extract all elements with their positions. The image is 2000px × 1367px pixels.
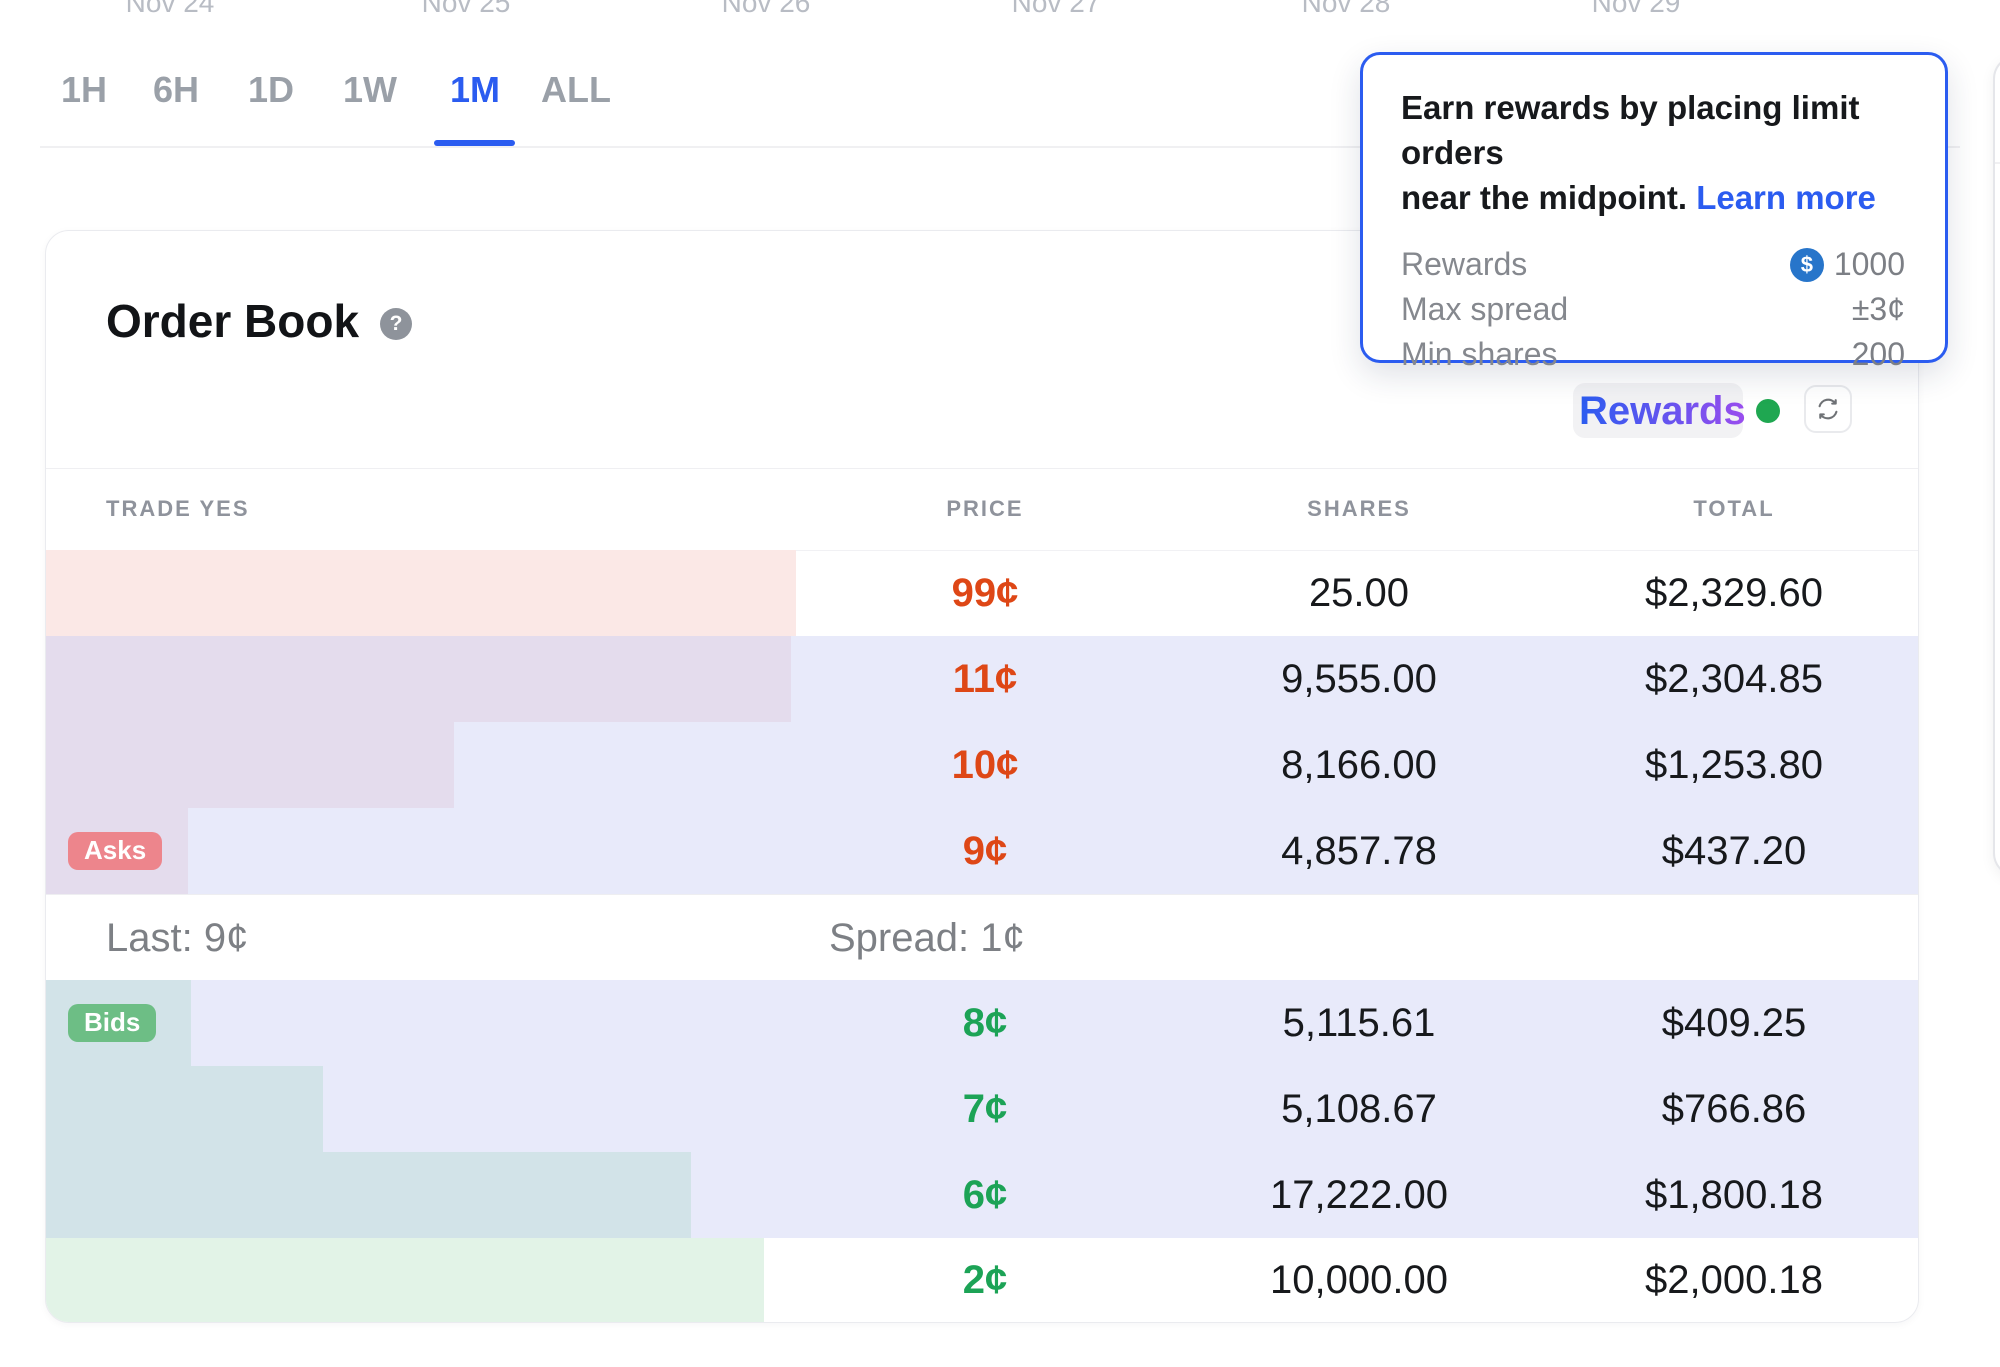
tooltip-title-line2: near the midpoint. xyxy=(1401,179,1688,216)
learn-more-link[interactable]: Learn more xyxy=(1696,179,1876,216)
column-header-shares: SHARES xyxy=(1307,496,1411,521)
tooltip-max-spread-row: Max spread ±3¢ xyxy=(1401,287,1905,332)
axis-date-label: Nov 26 xyxy=(721,0,811,18)
column-header-price: PRICE xyxy=(946,496,1024,521)
min-shares-value: 200 xyxy=(1851,336,1905,372)
ask-row[interactable]: 10¢ 8,166.00 $1,253.80 xyxy=(46,722,1918,808)
ask-row-best[interactable]: Asks 9¢ 4,857.78 $437.20 xyxy=(46,808,1918,894)
ask-shares: 8,166.00 xyxy=(1281,743,1437,787)
selected-range-underline xyxy=(434,140,515,146)
max-spread-label: Max spread xyxy=(1401,291,1569,327)
bid-row[interactable]: 6¢ 17,222.00 $1,800.18 xyxy=(46,1152,1918,1238)
bid-row-best[interactable]: Bids 8¢ 5,115.61 $409.25 xyxy=(46,980,1918,1066)
bid-total: $409.25 xyxy=(1661,1001,1807,1045)
trade-panel-edge xyxy=(1993,55,2000,877)
usdc-coin-icon: $ xyxy=(1789,247,1824,282)
time-range-all[interactable]: ALL xyxy=(538,64,614,116)
order-book-title: Order Book xyxy=(106,295,360,347)
time-range-1d[interactable]: 1D xyxy=(239,64,303,116)
bid-shares: 17,222.00 xyxy=(1270,1173,1448,1217)
rewards-value: $ 1000 xyxy=(1789,246,1905,283)
ask-price: 99¢ xyxy=(951,571,1019,615)
bid-total: $2,000.18 xyxy=(1645,1258,1823,1302)
order-book-card: Order Book ? Trade Yes Trade No Rewards … xyxy=(45,230,1919,1323)
time-range-1h[interactable]: 1H xyxy=(52,64,116,116)
column-header-total: TOTAL xyxy=(1693,496,1775,521)
refresh-button[interactable] xyxy=(1804,385,1852,433)
bid-shares: 10,000.00 xyxy=(1270,1258,1448,1302)
bid-price: 6¢ xyxy=(962,1173,1008,1217)
ask-price: 9¢ xyxy=(962,829,1008,873)
last-price-label: Last: 9¢ xyxy=(106,916,249,960)
ask-depth-bar xyxy=(46,636,791,722)
rewards-tooltip: Earn rewards by placing limit orders nea… xyxy=(1360,52,1948,372)
bid-shares: 5,115.61 xyxy=(1282,1001,1436,1045)
axis-date-label: Nov 25 xyxy=(421,0,511,18)
tooltip-detail-rows: Rewards $ 1000 Max spread ±3¢ Min shares… xyxy=(1401,242,1905,377)
bids-badge: Bids xyxy=(68,1004,157,1042)
tooltip-title: Earn rewards by placing limit orders nea… xyxy=(1401,85,1905,220)
bid-shares: 5,108.67 xyxy=(1281,1087,1437,1131)
trade-panel-divider xyxy=(1995,162,2000,164)
ask-price: 10¢ xyxy=(951,743,1019,787)
bid-depth-bar xyxy=(46,1066,323,1152)
rewards-amount: 1000 xyxy=(1833,246,1905,282)
bid-row[interactable]: 7¢ 5,108.67 $766.86 xyxy=(46,1066,1918,1152)
ask-total: $2,329.60 xyxy=(1645,571,1823,615)
ask-shares: 25.00 xyxy=(1308,571,1410,615)
ask-total: $2,304.85 xyxy=(1645,657,1823,701)
card-header-divider xyxy=(46,468,1918,469)
time-range-1m-selected[interactable]: 1M xyxy=(443,64,507,116)
bid-price: 7¢ xyxy=(962,1087,1008,1131)
bid-depth-bar xyxy=(46,1238,764,1322)
bid-price: 8¢ xyxy=(962,1001,1008,1045)
time-range-1w[interactable]: 1W xyxy=(333,64,407,116)
ask-total: $1,253.80 xyxy=(1645,743,1823,787)
spread-label: Spread: 1¢ xyxy=(829,916,1025,960)
min-shares-label: Min shares xyxy=(1401,336,1558,372)
column-header-side: TRADE YES xyxy=(106,496,250,521)
bid-row[interactable]: 2¢ 10,000.00 $2,000.18 xyxy=(46,1238,1918,1322)
bid-depth-bar xyxy=(46,1152,691,1238)
max-spread-value: ±3¢ xyxy=(1851,291,1905,327)
last-spread-row: Last: 9¢ Spread: 1¢ xyxy=(46,894,1918,982)
ask-shares: 4,857.78 xyxy=(1281,829,1437,873)
rewards-button[interactable]: Rewards xyxy=(1573,383,1746,438)
tooltip-min-shares-row: Min shares 200 xyxy=(1401,332,1905,377)
time-range-6h[interactable]: 6H xyxy=(144,64,208,116)
tooltip-title-line1: Earn rewards by placing limit orders xyxy=(1401,89,1860,171)
axis-date-label: Nov 29 xyxy=(1591,0,1681,18)
bid-price: 2¢ xyxy=(962,1258,1008,1302)
asks-badge: Asks xyxy=(68,832,163,870)
refresh-icon xyxy=(1814,395,1842,423)
ask-row[interactable]: 99¢ 25.00 $2,329.60 xyxy=(46,550,1918,636)
axis-date-label: Nov 28 xyxy=(1301,0,1391,18)
ask-total: $437.20 xyxy=(1661,829,1807,873)
bid-total: $1,800.18 xyxy=(1645,1173,1823,1217)
tooltip-rewards-row: Rewards $ 1000 xyxy=(1401,242,1905,287)
axis-date-label: Nov 27 xyxy=(1011,0,1101,18)
help-icon[interactable]: ? xyxy=(380,308,412,340)
bid-total: $766.86 xyxy=(1661,1087,1807,1131)
ask-depth-bar xyxy=(46,550,796,636)
table-header-row: TRADE YES PRICE SHARES TOTAL xyxy=(46,468,1918,551)
ask-row[interactable]: 11¢ 9,555.00 $2,304.85 xyxy=(46,636,1918,722)
ask-shares: 9,555.00 xyxy=(1281,657,1437,701)
axis-date-label: Nov 24 xyxy=(125,0,215,18)
rewards-active-status-dot xyxy=(1756,399,1780,423)
ask-depth-bar xyxy=(46,722,454,808)
rewards-label: Rewards xyxy=(1401,246,1528,282)
ask-price: 11¢ xyxy=(952,657,1018,701)
section-divider xyxy=(40,146,1960,148)
